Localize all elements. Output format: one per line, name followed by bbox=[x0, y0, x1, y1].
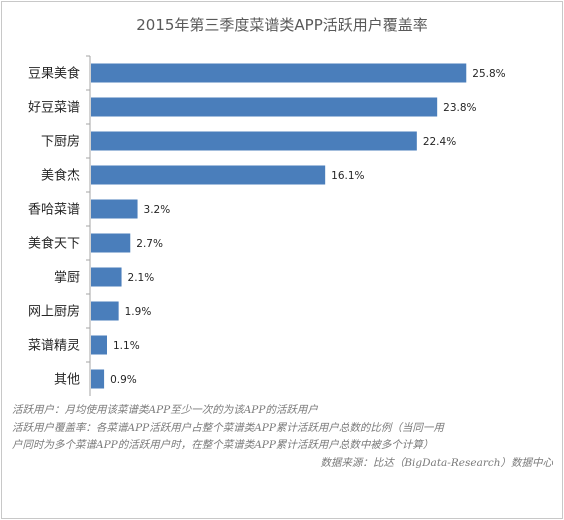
bar bbox=[91, 335, 107, 355]
chart-title: 2015年第三季度菜谱类APP活跃用户覆盖率 bbox=[136, 16, 428, 34]
category-label: 下厨房 bbox=[41, 134, 80, 150]
data-label: 22.4% bbox=[423, 136, 456, 148]
note-coverage-rate: 活跃用户覆盖率：各菜谱APP活跃用户占整个菜谱类APP累计活跃用户总数的比例（当… bbox=[12, 421, 444, 434]
data-label: 16.1% bbox=[331, 170, 364, 182]
data-label: 1.1% bbox=[113, 340, 140, 352]
category-label: 掌厨 bbox=[54, 271, 80, 286]
bar bbox=[91, 131, 417, 151]
category-label: 网上厨房 bbox=[28, 304, 80, 320]
data-label: 1.9% bbox=[125, 306, 152, 318]
data-label: 0.9% bbox=[110, 374, 137, 386]
bar bbox=[91, 63, 467, 83]
note-active-user: 活跃用户：月均使用该菜谱类APP至少一次的为该APP的活跃用户 bbox=[12, 404, 318, 416]
bar bbox=[91, 301, 119, 321]
category-label: 美食杰 bbox=[41, 168, 80, 184]
category-label: 菜谱精灵 bbox=[28, 339, 80, 354]
category-label: 豆果美食 bbox=[28, 66, 80, 82]
category-label: 其他 bbox=[54, 373, 80, 388]
category-label: 美食天下 bbox=[28, 236, 80, 252]
bar bbox=[91, 97, 438, 117]
bar bbox=[91, 199, 138, 219]
data-label: 2.1% bbox=[128, 272, 155, 284]
bar bbox=[91, 267, 122, 287]
bar bbox=[91, 233, 131, 253]
data-label: 2.7% bbox=[136, 238, 163, 250]
data-label: 23.8% bbox=[443, 102, 476, 114]
bar bbox=[91, 369, 105, 389]
category-label: 好豆菜谱 bbox=[28, 101, 80, 116]
chart-notes: 活跃用户：月均使用该菜谱类APP至少一次的为该APP的活跃用户 活跃用户覆盖率：… bbox=[12, 402, 557, 472]
note-coverage-rate-continued: 户同时为多个菜谱APP的活跃用户时，在整个菜谱类APP累计活跃用户总数中被多个计… bbox=[12, 439, 434, 451]
data-label: 25.8% bbox=[472, 68, 505, 80]
bar-chart: 豆果美食 25.8% 好豆菜谱 23.8% 下厨房 22.4% 美食杰 16.1% 香哈菜谱 3.… bbox=[28, 55, 506, 396]
category-label: 香哈菜谱 bbox=[28, 203, 80, 218]
bar bbox=[91, 165, 326, 185]
data-label: 3.2% bbox=[144, 204, 171, 216]
data-source: 数据来源：比达（BigData-Research）数据中心 bbox=[320, 456, 553, 469]
